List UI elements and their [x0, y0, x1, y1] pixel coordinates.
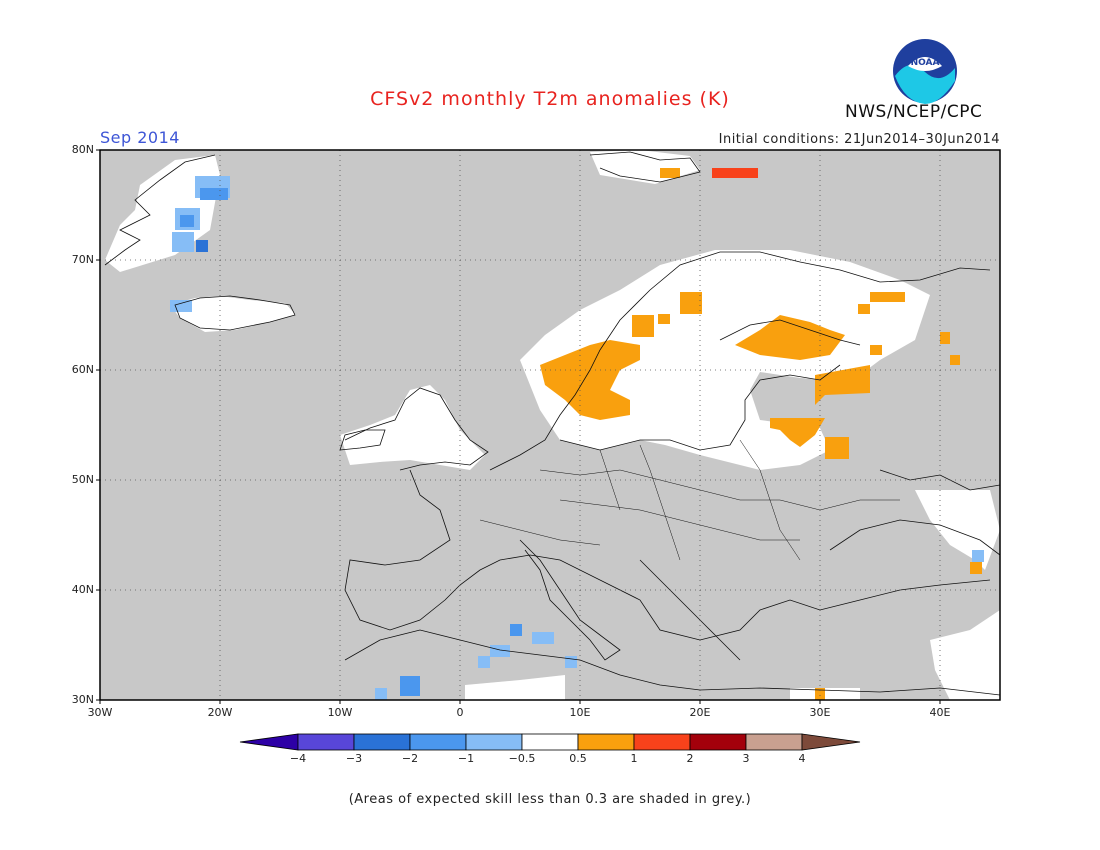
lon-label: 10W — [327, 706, 353, 719]
colorbar-swatch — [745, 733, 803, 751]
colorbar-cap-low — [239, 733, 299, 751]
agency-label: NWS/NCEP/CPC — [845, 102, 983, 122]
lat-label: 30N — [71, 693, 94, 706]
colorbar-label: 0.5 — [569, 752, 587, 765]
strong-cold-anomaly-areas — [196, 240, 208, 252]
lat-label: 40N — [71, 583, 94, 596]
colorbar-label: 1 — [630, 752, 638, 765]
lon-label: 30W — [87, 706, 113, 719]
cold-anomaly-areas — [180, 188, 522, 696]
colorbar-swatch — [353, 733, 411, 751]
colorbar-label: 2 — [686, 752, 694, 765]
colorbar-cap-high — [801, 733, 861, 751]
colorbar-label: −1 — [457, 752, 475, 765]
coastlines — [104, 151, 1001, 696]
forecast-month: Sep 2014 — [100, 128, 180, 147]
colorbar-label: −4 — [289, 752, 307, 765]
colorbar-swatch — [633, 733, 691, 751]
colorbar-swatch — [521, 733, 579, 751]
lat-label: 70N — [71, 253, 94, 266]
colorbar-swatch — [297, 733, 355, 751]
colorbar-label: −3 — [345, 752, 363, 765]
colorbar-swatch — [689, 733, 747, 751]
skill-footnote: (Areas of expected skill less than 0.3 a… — [348, 792, 752, 807]
lat-label: 60N — [71, 363, 94, 376]
lon-label: 20W — [207, 706, 233, 719]
lon-label: 20E — [689, 706, 711, 719]
lon-label: 30E — [809, 706, 831, 719]
map-frame — [99, 149, 1001, 701]
graticule — [100, 150, 1000, 700]
colorbar-label: 3 — [742, 752, 750, 765]
lon-label: 0 — [456, 706, 464, 719]
svg-text:NOAA: NOAA — [911, 58, 940, 68]
initial-conditions: Initial conditions: 21Jun2014–30Jun2014 — [718, 132, 1000, 147]
lon-label: 40E — [929, 706, 951, 719]
axis-ticks — [96, 149, 941, 704]
lat-label: 80N — [71, 143, 94, 156]
hot-anomaly-areas — [712, 168, 758, 178]
warm-anomaly-areas — [540, 168, 982, 700]
chart-title: CFSv2 monthly T2m anomalies (K) — [370, 88, 730, 110]
colorbar-swatch — [409, 733, 467, 751]
noaa-logo: NOAA — [893, 39, 957, 104]
colorbar-label: −2 — [401, 752, 419, 765]
colorbar-label: 4 — [798, 752, 806, 765]
colorbar-swatch — [577, 733, 635, 751]
lon-label: 10E — [569, 706, 591, 719]
colorbar-label: −0.5 — [508, 752, 536, 765]
lat-label: 50N — [71, 473, 94, 486]
colorbar-swatch — [465, 733, 523, 751]
colorbar — [239, 733, 861, 751]
country-borders — [479, 439, 900, 561]
